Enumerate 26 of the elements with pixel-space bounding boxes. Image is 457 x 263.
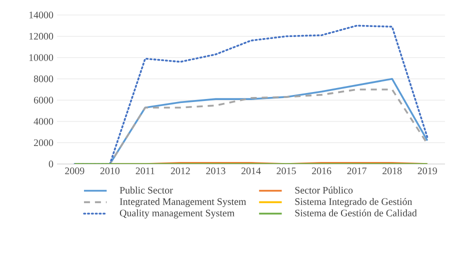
y-tick-label: 2000 (34, 139, 54, 146)
legend-label: Public Sector (120, 186, 173, 194)
line-series (74, 24, 428, 164)
y-tick-label: 4000 (34, 118, 54, 125)
legend-label: Integrated Management System (120, 198, 246, 208)
x-tick-label: 2009 (65, 168, 84, 174)
y-tick-label: 6000 (34, 96, 54, 104)
x-tick-label: 2016 (312, 168, 332, 174)
legend-label: Sistema Integrado de Gestión (295, 198, 412, 208)
legend-label: Sector Público (295, 186, 353, 194)
x-tick-label: 2013 (206, 168, 226, 174)
x-tick-label: 2019 (418, 168, 437, 174)
x-tick-label: 2011 (136, 168, 154, 174)
y-tick-label: 12000 (29, 32, 54, 40)
x-tick-label: 2017 (347, 168, 367, 174)
x-tick-label: 2015 (276, 168, 296, 174)
y-tick-label: 10000 (29, 54, 54, 61)
x-tick-label: 2014 (241, 168, 261, 174)
x-tick-label: 2010 (100, 168, 120, 174)
x-tick-label: 2012 (170, 168, 190, 174)
legend-label: Quality management System (120, 209, 234, 218)
y-tick-label: 14000 (29, 12, 54, 18)
y-tick-label: 0 (48, 160, 54, 168)
legend-label: Sistema de Gestión de Calidad (295, 209, 417, 216)
y-tick-label: 8000 (34, 75, 54, 82)
x-tick-label: 2018 (382, 168, 402, 174)
